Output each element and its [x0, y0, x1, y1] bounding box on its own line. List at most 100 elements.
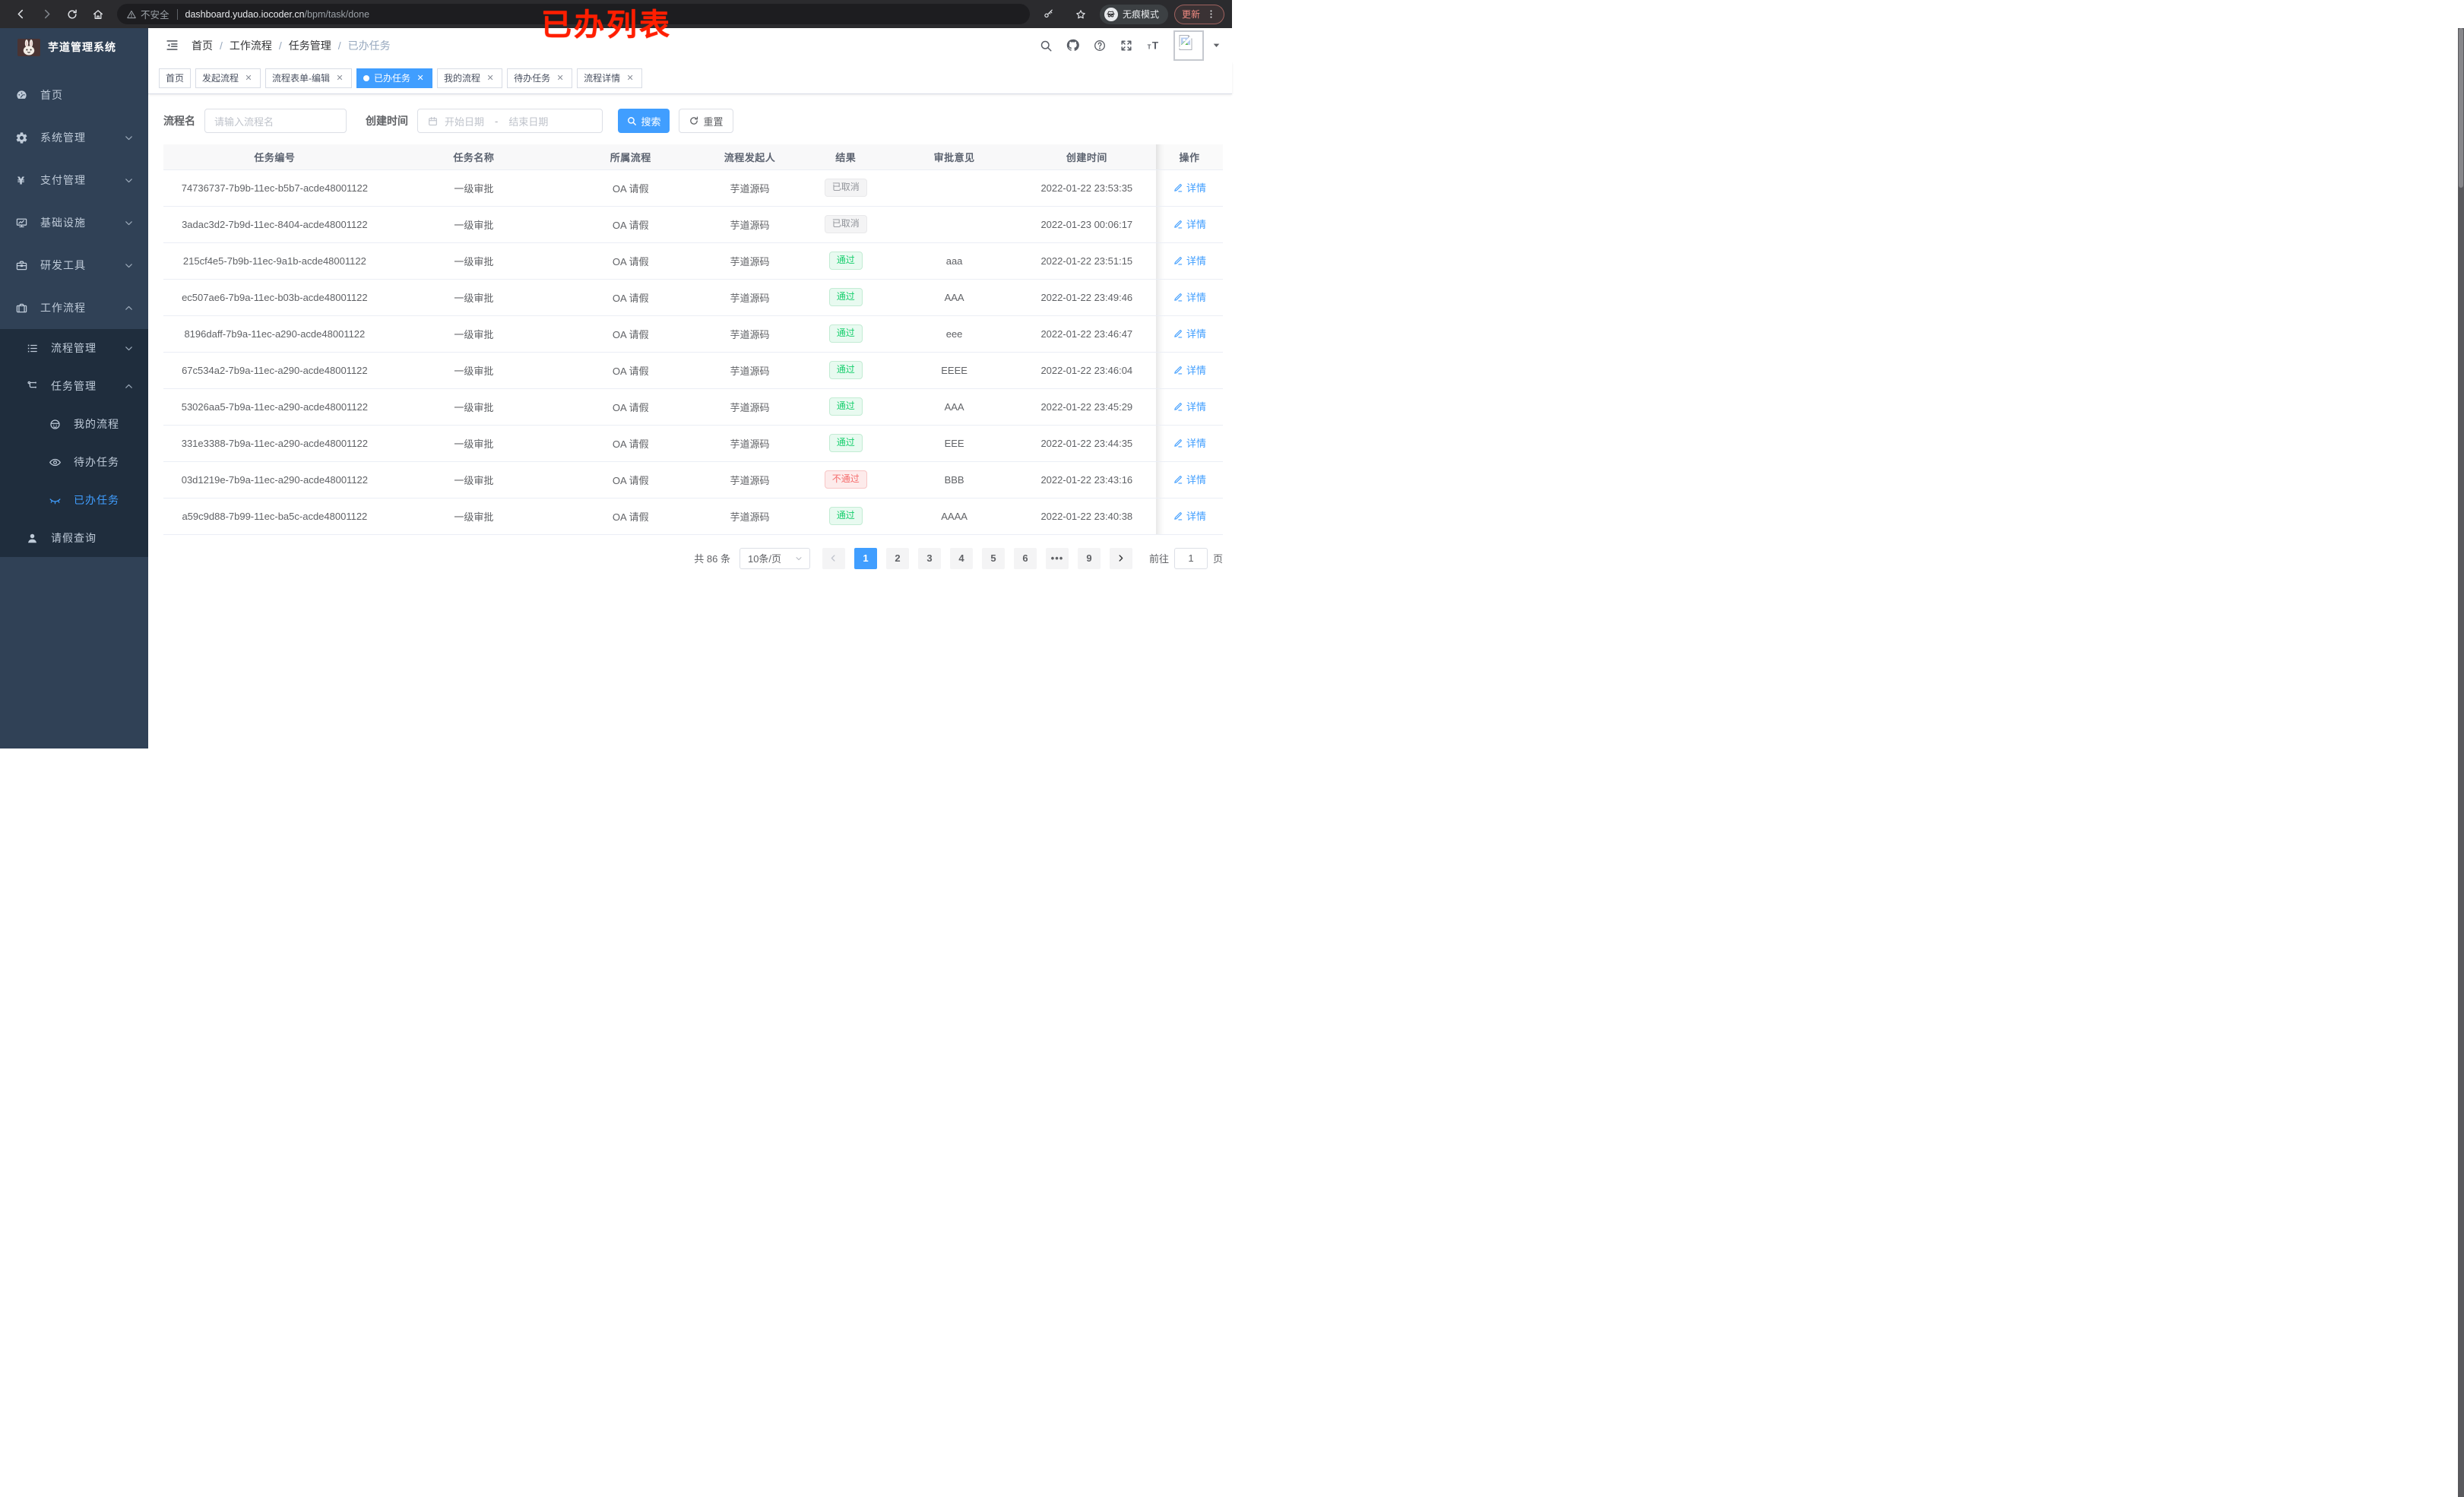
cell-initiator: 芋道源码 [699, 169, 800, 207]
process-name-placeholder: 请输入流程名 [214, 116, 274, 128]
robot-icon [49, 418, 62, 431]
tab-待办任务[interactable]: 待办任务 ✕ [507, 68, 573, 88]
calendar-icon [427, 116, 439, 127]
process-name-input[interactable]: 请输入流程名 [204, 109, 347, 133]
tab-close-icon[interactable]: ✕ [486, 74, 494, 83]
sidebar-item-eye[interactable]: 待办任务 [0, 443, 148, 481]
window-scrollbar[interactable] [2458, 28, 2464, 1497]
sidebar-item-toolbox[interactable]: 工作流程 [0, 286, 148, 329]
cell-task-id: 8196daff-7b9a-11ec-a290-acde48001122 [163, 315, 386, 353]
address-bar[interactable]: 不安全 dashboard.yudao.iocoder.cn/bpm/task/… [117, 4, 1030, 24]
create-time-range-picker[interactable]: 开始日期 - 结束日期 [417, 109, 603, 133]
help-icon[interactable] [1093, 39, 1107, 52]
arrow-left-icon [14, 8, 27, 21]
fullscreen-icon[interactable] [1120, 39, 1133, 52]
detail-link[interactable]: 详情 [1173, 472, 1206, 486]
avatar[interactable] [1173, 30, 1204, 61]
tab-close-icon[interactable]: ✕ [626, 74, 634, 83]
sidebar-collapse-icon[interactable] [159, 38, 185, 52]
cell-initiator: 芋道源码 [699, 388, 800, 426]
tab-发起流程[interactable]: 发起流程 ✕ [195, 68, 261, 88]
sidebar-item-label: 流程管理 [51, 342, 97, 354]
detail-link[interactable]: 详情 [1173, 435, 1206, 450]
detail-link[interactable]: 详情 [1173, 362, 1206, 377]
cell-result: 通过 [800, 352, 892, 389]
detail-link[interactable]: 详情 [1173, 290, 1206, 304]
tab-流程表单-编辑[interactable]: 流程表单-编辑 ✕ [265, 68, 353, 88]
sidebar-item-person[interactable]: 请假查询 [0, 519, 148, 557]
detail-link[interactable]: 详情 [1173, 217, 1206, 231]
chevron-down-icon [123, 132, 135, 144]
select-caret-icon [794, 554, 803, 563]
tab-首页[interactable]: 首页 [159, 68, 192, 88]
sidebar-item-flow[interactable]: 任务管理 [0, 367, 148, 405]
sidebar-item-tree-list[interactable]: 流程管理 [0, 329, 148, 367]
prev-page-button[interactable] [822, 547, 845, 569]
reset-button[interactable]: 重置 [679, 109, 733, 133]
next-page-button[interactable] [1109, 547, 1132, 569]
cell-initiator: 芋道源码 [699, 206, 800, 243]
menu-dots-icon[interactable] [1205, 8, 1217, 20]
sidebar-item-gear[interactable]: 系统管理 [0, 116, 148, 159]
detail-link[interactable]: 详情 [1173, 180, 1206, 195]
detail-link[interactable]: 详情 [1173, 508, 1206, 523]
tab-close-icon[interactable]: ✕ [416, 74, 424, 83]
detail-link[interactable]: 详情 [1173, 253, 1206, 267]
detail-link[interactable]: 详情 [1173, 326, 1206, 340]
page-button-2[interactable]: 2 [885, 547, 909, 569]
tab-流程详情[interactable]: 流程详情 ✕ [577, 68, 643, 88]
user-avatar-menu[interactable] [1173, 30, 1221, 61]
page-button-1[interactable]: 1 [854, 547, 877, 569]
breadcrumb-item[interactable]: 工作流程 [229, 39, 272, 52]
sidebar-item-dashboard[interactable]: 首页 [0, 74, 148, 116]
breadcrumb-item[interactable]: 任务管理 [288, 39, 331, 52]
page-button-6[interactable]: 6 [1013, 547, 1037, 569]
sidebar-item-monitor[interactable]: 基础设施 [0, 201, 148, 244]
tab-close-icon[interactable]: ✕ [336, 74, 344, 83]
page-jump-input[interactable]: 1 [1173, 547, 1208, 569]
scrollbar-thumb[interactable] [2459, 28, 2463, 188]
sidebar-item-yen[interactable]: ¥ 支付管理 [0, 159, 148, 201]
sidebar-item-briefcase[interactable]: 研发工具 [0, 244, 148, 286]
search-icon[interactable] [1039, 39, 1053, 52]
page-button-3[interactable]: 3 [917, 547, 941, 569]
pencil-icon [1173, 182, 1183, 193]
chevron-down-icon [123, 175, 135, 186]
breadcrumb-separator: / [278, 39, 282, 52]
breadcrumb-item[interactable]: 首页 [192, 39, 213, 52]
tab-close-icon[interactable]: ✕ [245, 74, 252, 83]
table-row: 331e3388-7b9a-11ec-a290-acde48001122 一级审批… [163, 425, 1223, 462]
page-button-4[interactable]: 4 [949, 547, 973, 569]
back-icon[interactable] [11, 5, 30, 24]
pencil-icon [1173, 438, 1183, 448]
page-size-select[interactable]: 10条/页 [739, 547, 810, 569]
tab-已办任务[interactable]: 已办任务 ✕ [356, 68, 433, 88]
cell-task-name: 一级审批 [385, 206, 562, 243]
range-separator: - [495, 115, 499, 127]
page-more-button[interactable]: ••• [1045, 547, 1069, 569]
home-icon[interactable] [88, 5, 108, 24]
page-button-9[interactable]: 9 [1077, 547, 1101, 569]
cell-result: 已取消 [800, 169, 892, 207]
app-logo-row[interactable]: 芋道管理系统 [0, 28, 148, 66]
search-button[interactable]: 搜索 [618, 109, 670, 133]
column-header: 审批意见 [891, 144, 1018, 169]
bookmark-star-icon[interactable] [1071, 5, 1091, 24]
sidebar-item-eye-closed[interactable]: 已办任务 [0, 481, 148, 519]
sidebar-item-robot[interactable]: 我的流程 [0, 405, 148, 443]
tab-我的流程[interactable]: 我的流程 ✕ [437, 68, 503, 88]
person-icon [26, 532, 39, 545]
page-button-5[interactable]: 5 [981, 547, 1005, 569]
forward-icon[interactable] [36, 5, 56, 24]
passwords-key-icon[interactable] [1039, 5, 1059, 24]
tab-close-icon[interactable]: ✕ [556, 74, 564, 83]
cell-result: 通过 [800, 425, 892, 462]
github-icon[interactable] [1066, 38, 1080, 52]
chrome-update-button[interactable]: 更新 [1173, 4, 1224, 24]
cell-create-time: 2022-01-22 23:43:16 [1017, 461, 1157, 498]
reload-glyph-icon [66, 8, 78, 21]
cell-initiator: 芋道源码 [699, 461, 800, 498]
reload-icon[interactable] [62, 5, 82, 24]
detail-link[interactable]: 详情 [1173, 399, 1206, 413]
